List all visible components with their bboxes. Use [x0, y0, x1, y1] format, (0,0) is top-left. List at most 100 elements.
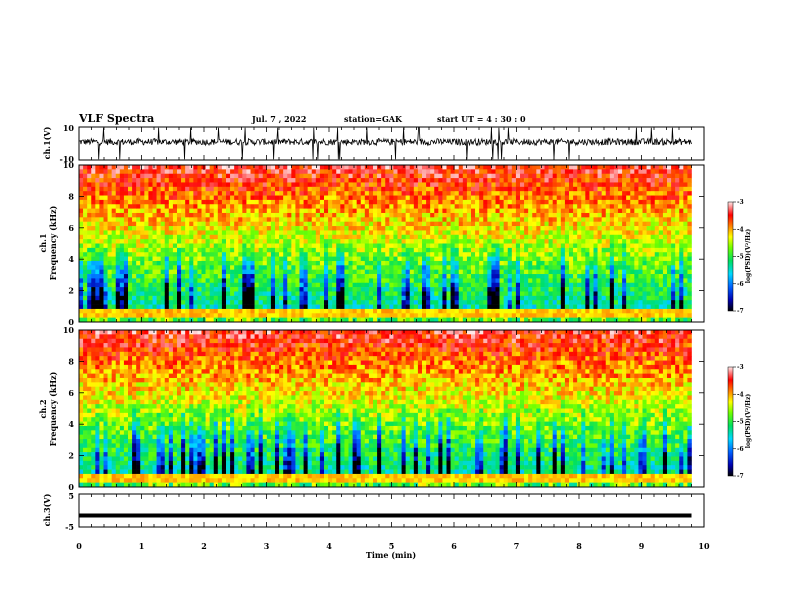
spectrogram-cell: [581, 212, 586, 218]
spectrogram-cell: [446, 260, 451, 266]
spectrogram-cell: [254, 221, 259, 227]
spectrogram-cell: [520, 165, 525, 170]
spectrogram-cell: [164, 239, 170, 244]
spectrogram-cell: [160, 178, 166, 183]
spectrogram-cell: [148, 234, 153, 240]
spectrogram-cell: [417, 226, 423, 231]
spectrogram-cell: [352, 204, 357, 209]
spectrogram-cell: [185, 165, 190, 170]
spectrogram-cell: [111, 191, 117, 196]
spectrogram-cell: [91, 308, 96, 314]
spectrogram-cell: [168, 304, 174, 310]
spectrogram-cell: [95, 260, 100, 266]
spectrogram-cell: [438, 226, 443, 231]
spectrogram-cell: [454, 191, 460, 196]
spectrogram-cell: [532, 317, 537, 323]
spectrogram-cell: [442, 173, 447, 179]
spectrogram-cell: [520, 256, 525, 262]
spectrogram-cell: [397, 182, 402, 188]
spectrogram-cell: [577, 186, 582, 192]
spectrogram-cell: [377, 260, 382, 266]
spectrogram-cell: [348, 282, 353, 288]
spectrogram-cell: [156, 234, 161, 240]
spectrogram-cell: [91, 265, 96, 270]
spectrogram-cell: [601, 182, 607, 188]
spectrogram-cell: [438, 165, 443, 170]
spectrogram-cell: [593, 269, 598, 275]
spectrogram-cell: [471, 252, 476, 257]
spectrogram-cell: [160, 313, 166, 318]
spectrogram-cell: [605, 304, 611, 310]
spectrogram-cell: [270, 247, 276, 253]
spectrogram-cell: [287, 217, 292, 222]
spectrogram-cell: [548, 165, 553, 170]
spectrogram-cell: [462, 243, 468, 249]
spectrogram-cell: [348, 317, 353, 323]
spectrogram-cell: [368, 278, 374, 284]
spectrogram-cell: [601, 230, 607, 236]
spectrogram-cell: [254, 278, 259, 284]
spectrogram-cell: [246, 287, 251, 292]
spectrogram-cell: [352, 165, 357, 170]
spectrogram-cell: [544, 300, 549, 305]
spectrogram-cell: [205, 278, 210, 284]
spectrogram-cell: [626, 278, 631, 284]
spectrogram-cell: [128, 317, 133, 323]
spectrogram-cell: [87, 230, 92, 236]
spectrogram-cell: [234, 282, 239, 288]
spectrogram-cell: [246, 173, 251, 179]
spectrogram-cell: [495, 295, 500, 301]
spectrogram-cell: [405, 173, 411, 179]
spectrogram-cell: [336, 230, 341, 236]
spectrogram-cell: [556, 217, 562, 222]
spectrogram-cell: [368, 169, 374, 175]
spectrogram-cell: [552, 308, 558, 314]
spectrogram-cell: [462, 278, 468, 284]
spectrogram-cell: [532, 182, 537, 188]
spectrogram-cell: [344, 195, 349, 201]
spectrogram-cell: [609, 182, 615, 188]
spectrogram-cell: [270, 295, 276, 301]
spectrogram-cell: [132, 274, 137, 279]
spectrogram-cell: [213, 282, 219, 288]
spectrogram-cell: [340, 265, 345, 270]
spectrogram-cell: [356, 217, 362, 222]
spectrogram-cell: [605, 243, 611, 249]
spectrogram-cell: [238, 173, 243, 179]
spectrogram-cell: [593, 313, 598, 318]
spectrogram-cell: [332, 208, 337, 214]
spectrogram-cell: [585, 308, 590, 314]
spectrogram-cell: [123, 260, 129, 266]
spectrogram-cell: [181, 308, 186, 314]
spectrogram-cell: [258, 304, 264, 310]
spectrogram-cell: [593, 221, 598, 227]
spectrogram-cell: [364, 182, 370, 188]
spectrogram-cell: [201, 217, 206, 222]
spectrogram-cell: [389, 265, 394, 270]
spectrogram-cell: [197, 199, 202, 205]
spectrogram-cell: [560, 221, 566, 227]
spectrogram-cell: [79, 252, 84, 257]
spectrogram-cell: [360, 217, 366, 222]
spectrogram-cell: [168, 269, 174, 275]
spectrogram-cell: [385, 199, 390, 205]
spectrogram-cell: [385, 300, 390, 305]
spectrogram-cell: [140, 295, 145, 301]
spectrogram-cell: [409, 256, 415, 262]
spectrogram-cell: [393, 212, 398, 218]
spectrogram-cell: [540, 278, 545, 284]
spectrogram-cell: [377, 295, 382, 301]
spectrogram-cell: [609, 217, 615, 222]
spectrogram-cell: [434, 278, 439, 284]
spectrogram-cell: [491, 234, 496, 240]
spectrogram-cell: [91, 195, 96, 201]
spectrogram-cell: [144, 186, 149, 192]
spectrogram-cell: [152, 191, 157, 196]
spectrogram-cell: [299, 308, 304, 314]
spectrogram-cell: [230, 217, 235, 222]
spectrogram-cell: [324, 291, 329, 297]
spectrogram-cell: [409, 308, 415, 314]
spectrogram-cell: [132, 252, 137, 257]
spectrogram-cell: [438, 243, 443, 249]
spectrogram-cell: [438, 308, 443, 314]
